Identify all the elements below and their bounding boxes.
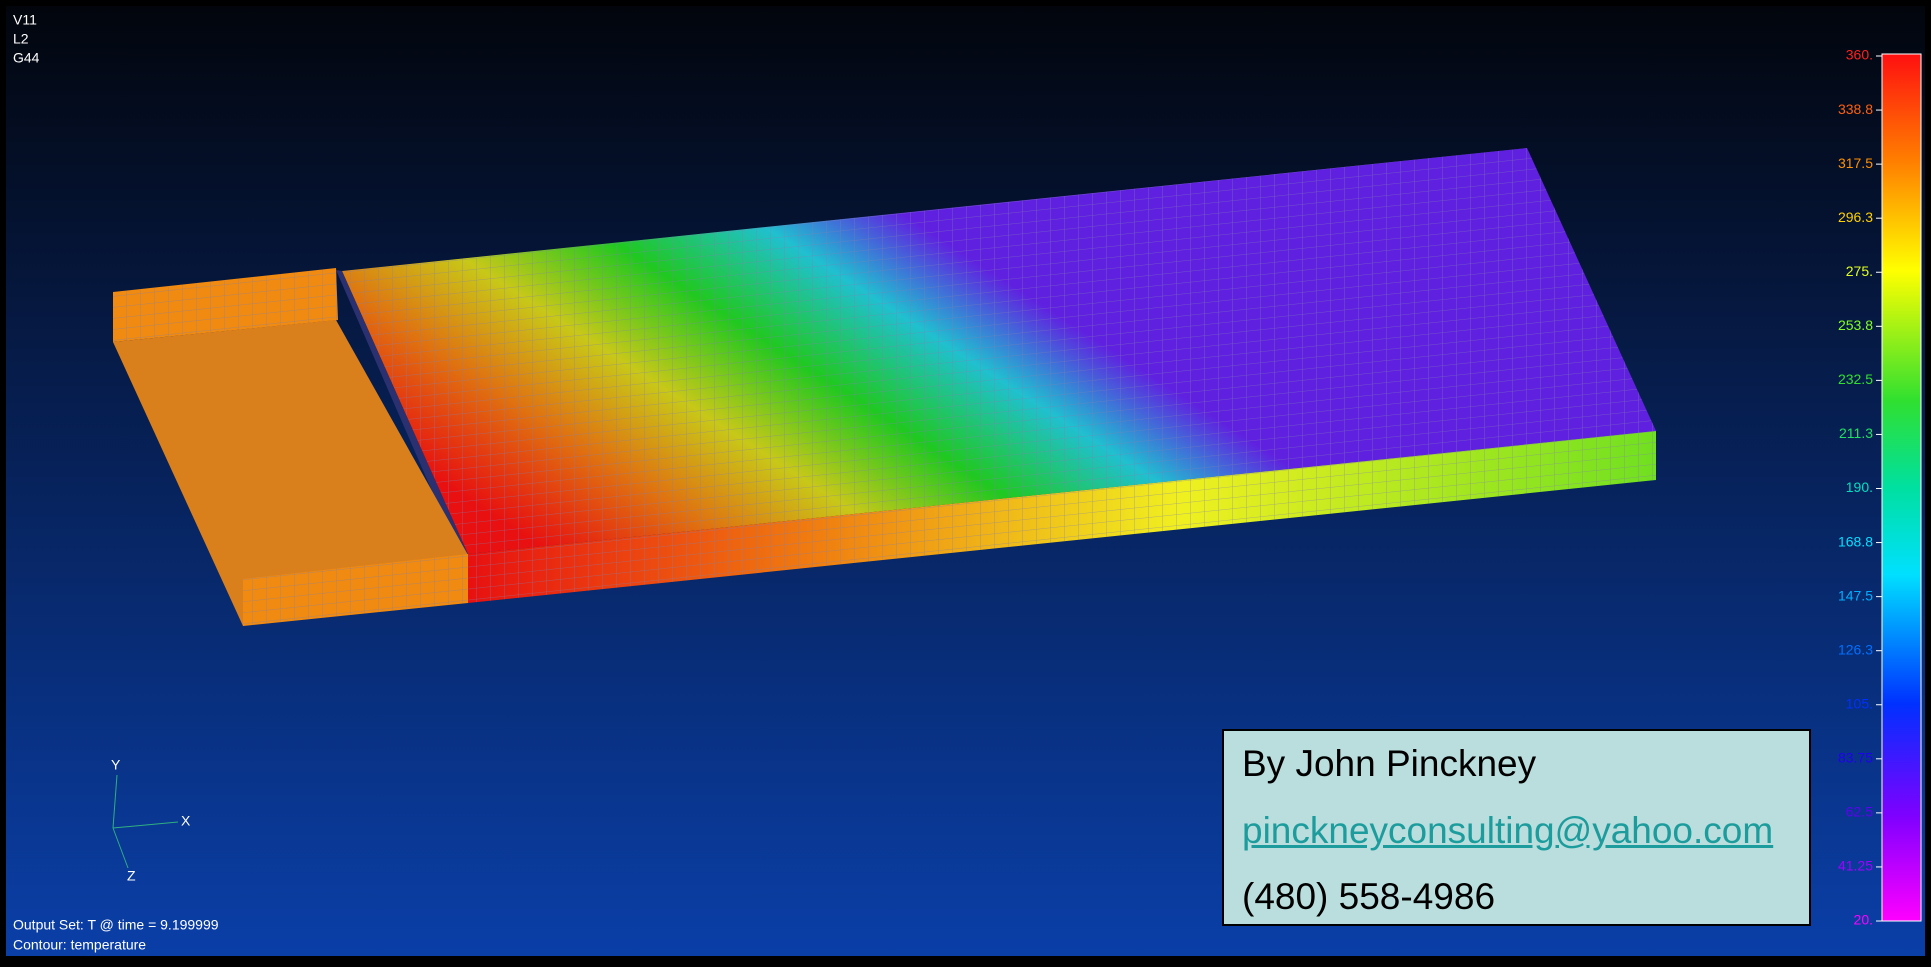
legend-label: 275. — [1846, 263, 1873, 279]
legend-label: 317.5 — [1838, 155, 1873, 171]
viewport-label: V11 — [13, 12, 37, 28]
legend-label: 211.3 — [1839, 425, 1873, 441]
email: pinckneyconsulting@yahoo.com — [1242, 810, 1773, 852]
legend-label: 232.5 — [1838, 371, 1873, 387]
legend-label: 20. — [1854, 912, 1873, 928]
legend-label: 41.25 — [1838, 858, 1873, 874]
legend-label: 147.5 — [1838, 587, 1873, 603]
legend-label: 338.8 — [1838, 101, 1873, 117]
legend-label: 168.8 — [1838, 533, 1873, 549]
viewport-label: G44 — [13, 50, 40, 66]
legend-label: 126.3 — [1838, 641, 1873, 657]
output-set: Output Set: T @ time = 9.199999 — [13, 917, 219, 933]
legend-label: 105. — [1846, 695, 1873, 711]
viewport-label: L2 — [13, 31, 29, 47]
page: Y X Z V11 L2 G44 Output Set: T @ time = … — [0, 0, 1931, 962]
author: By John Pinckney — [1242, 743, 1536, 785]
legend-bar — [1882, 54, 1921, 921]
legend-label: 253.8 — [1838, 317, 1873, 333]
viewport: Y X Z V11 L2 G44 Output Set: T @ time = … — [0, 0, 1931, 962]
legend-label: 360. — [1846, 47, 1873, 63]
y-label: Y — [111, 757, 121, 773]
legend-label: 83.75 — [1838, 750, 1873, 766]
z-label: Z — [127, 868, 136, 884]
legend-label: 190. — [1846, 479, 1873, 495]
contact-box: By John Pinckney pinckneyconsulting@yaho… — [1222, 729, 1811, 926]
phone: (480) 558-4986 — [1242, 876, 1495, 918]
contour-name: Contour: temperature — [13, 937, 146, 953]
legend-label: 296.3 — [1838, 209, 1873, 225]
email-link[interactable]: pinckneyconsulting@yahoo.com — [1242, 810, 1773, 851]
x-label: X — [181, 813, 191, 829]
legend-label: 62.5 — [1846, 804, 1873, 820]
